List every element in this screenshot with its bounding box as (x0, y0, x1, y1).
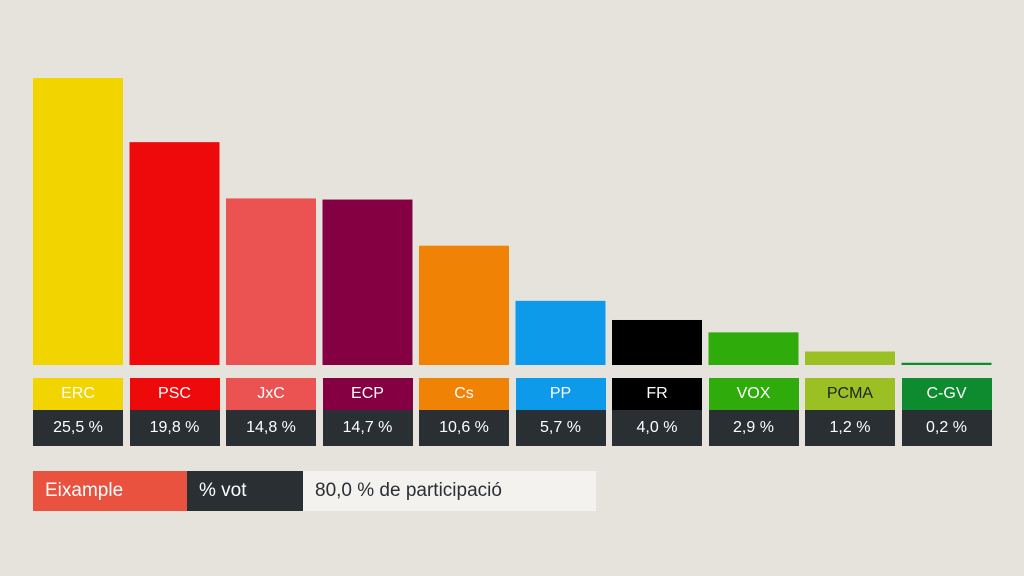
party-label-erc: ERC (33, 378, 123, 410)
party-label-vox: VOX (708, 378, 799, 410)
value-label-ecp: 14,7 % (322, 410, 413, 446)
value-label-pcma: 1,2 % (805, 410, 895, 446)
value-label-fr: 4,0 % (612, 410, 702, 446)
party-label-psc: PSC (129, 378, 220, 410)
value-label-jxc: 14,8 % (226, 410, 316, 446)
bar-pp (515, 300, 606, 365)
party-label-cs: Cs (419, 378, 509, 410)
chart-footer: Eixample % vot 80,0 % de participació (33, 471, 596, 511)
bar-psc (129, 142, 220, 365)
bar-cs (419, 245, 509, 365)
bar-ecp (322, 199, 413, 365)
value-label-c-gv: 0,2 % (901, 410, 992, 446)
bar-vox (708, 332, 799, 365)
party-label-ecp: ECP (322, 378, 413, 410)
district-label: Eixample (33, 471, 187, 511)
metric-label: % vot (187, 471, 303, 511)
bar-pcma (805, 351, 895, 365)
bar-erc (33, 78, 123, 365)
party-label-fr: FR (612, 378, 702, 410)
party-label-jxc: JxC (226, 378, 316, 410)
value-label-cs: 10,6 % (419, 410, 509, 446)
bar-fr (612, 319, 702, 365)
turnout-label: 80,0 % de participació (303, 471, 596, 511)
party-label-pcma: PCMA (805, 378, 895, 410)
value-label-vox: 2,9 % (708, 410, 799, 446)
value-label-psc: 19,8 % (129, 410, 220, 446)
party-label-c-gv: C-GV (901, 378, 992, 410)
party-label-pp: PP (515, 378, 606, 410)
bar-jxc (226, 198, 316, 365)
value-label-pp: 5,7 % (515, 410, 606, 446)
value-label-erc: 25,5 % (33, 410, 123, 446)
bar-c-gv (901, 362, 992, 365)
